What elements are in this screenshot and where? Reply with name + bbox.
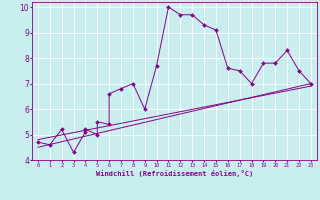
X-axis label: Windchill (Refroidissement éolien,°C): Windchill (Refroidissement éolien,°C) xyxy=(96,170,253,177)
